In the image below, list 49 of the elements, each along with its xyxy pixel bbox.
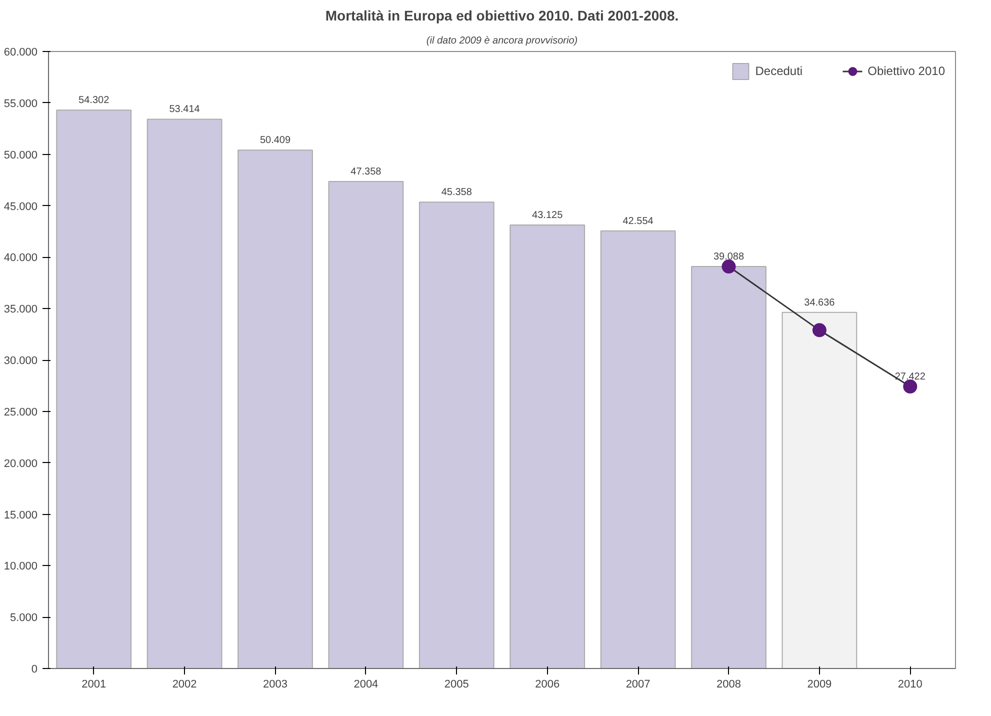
y-tick-label: 45.000 bbox=[4, 200, 38, 213]
data-label: 47.358 bbox=[350, 166, 382, 178]
data-label: 43.125 bbox=[532, 210, 564, 222]
bar bbox=[418, 202, 494, 668]
y-tick-label: 30.000 bbox=[4, 355, 38, 367]
bar bbox=[510, 224, 586, 668]
bar bbox=[146, 118, 222, 668]
legend-label: Deceduti bbox=[755, 64, 803, 78]
x-tick-label: 2010 bbox=[898, 678, 922, 690]
x-tick-label: 2005 bbox=[444, 678, 469, 690]
data-label: 50.409 bbox=[260, 135, 291, 146]
chart-subtitle: (il dato 2009 è ancora provvisorio) bbox=[426, 36, 578, 46]
data-label: 34.636 bbox=[804, 297, 836, 308]
data-label: 39.088 bbox=[713, 252, 744, 263]
chart-title: Mortalità in Europa ed obiettivo 2010. Dati 2001-2008. bbox=[325, 8, 679, 24]
y-tick-label: 40.000 bbox=[4, 252, 38, 264]
bar bbox=[782, 312, 858, 668]
x-tick-label: 2008 bbox=[716, 678, 741, 690]
y-tick-label: 50.000 bbox=[4, 149, 38, 162]
y-tick-label: 5.000 bbox=[10, 612, 38, 624]
data-label: 42.554 bbox=[622, 216, 654, 227]
y-tick-label: 10.000 bbox=[4, 560, 38, 573]
y-tick-label: 25.000 bbox=[4, 406, 38, 418]
bar bbox=[238, 150, 313, 668]
bar bbox=[600, 230, 676, 668]
x-tick-label: 2003 bbox=[263, 678, 288, 690]
y-tick-label: 60.000 bbox=[4, 46, 38, 58]
bar bbox=[328, 181, 404, 668]
x-tick-label: 2001 bbox=[82, 678, 106, 690]
data-label: 27.422 bbox=[894, 372, 926, 383]
y-tick-label: 55.000 bbox=[4, 98, 38, 110]
data-label: 54.302 bbox=[78, 95, 110, 106]
bar bbox=[56, 110, 132, 668]
point bbox=[722, 260, 736, 274]
data-label: 53.414 bbox=[169, 104, 200, 116]
bar bbox=[691, 266, 766, 668]
y-tick-label: 0 bbox=[31, 664, 38, 676]
data-label: 45.358 bbox=[441, 187, 472, 198]
x-tick-label: 2004 bbox=[354, 678, 378, 690]
legend-label: Obiettivo 2010 bbox=[868, 64, 945, 78]
point bbox=[812, 323, 826, 338]
y-tick-label: 20.000 bbox=[4, 458, 38, 470]
y-tick-label: 35.000 bbox=[4, 304, 38, 316]
point bbox=[903, 380, 918, 394]
y-tick-label: 15.000 bbox=[4, 509, 38, 522]
x-tick-label: 2006 bbox=[535, 678, 560, 690]
x-tick-label: 2002 bbox=[172, 678, 197, 690]
x-tick-label: 2007 bbox=[626, 678, 650, 690]
x-tick-label: 2009 bbox=[807, 678, 832, 690]
